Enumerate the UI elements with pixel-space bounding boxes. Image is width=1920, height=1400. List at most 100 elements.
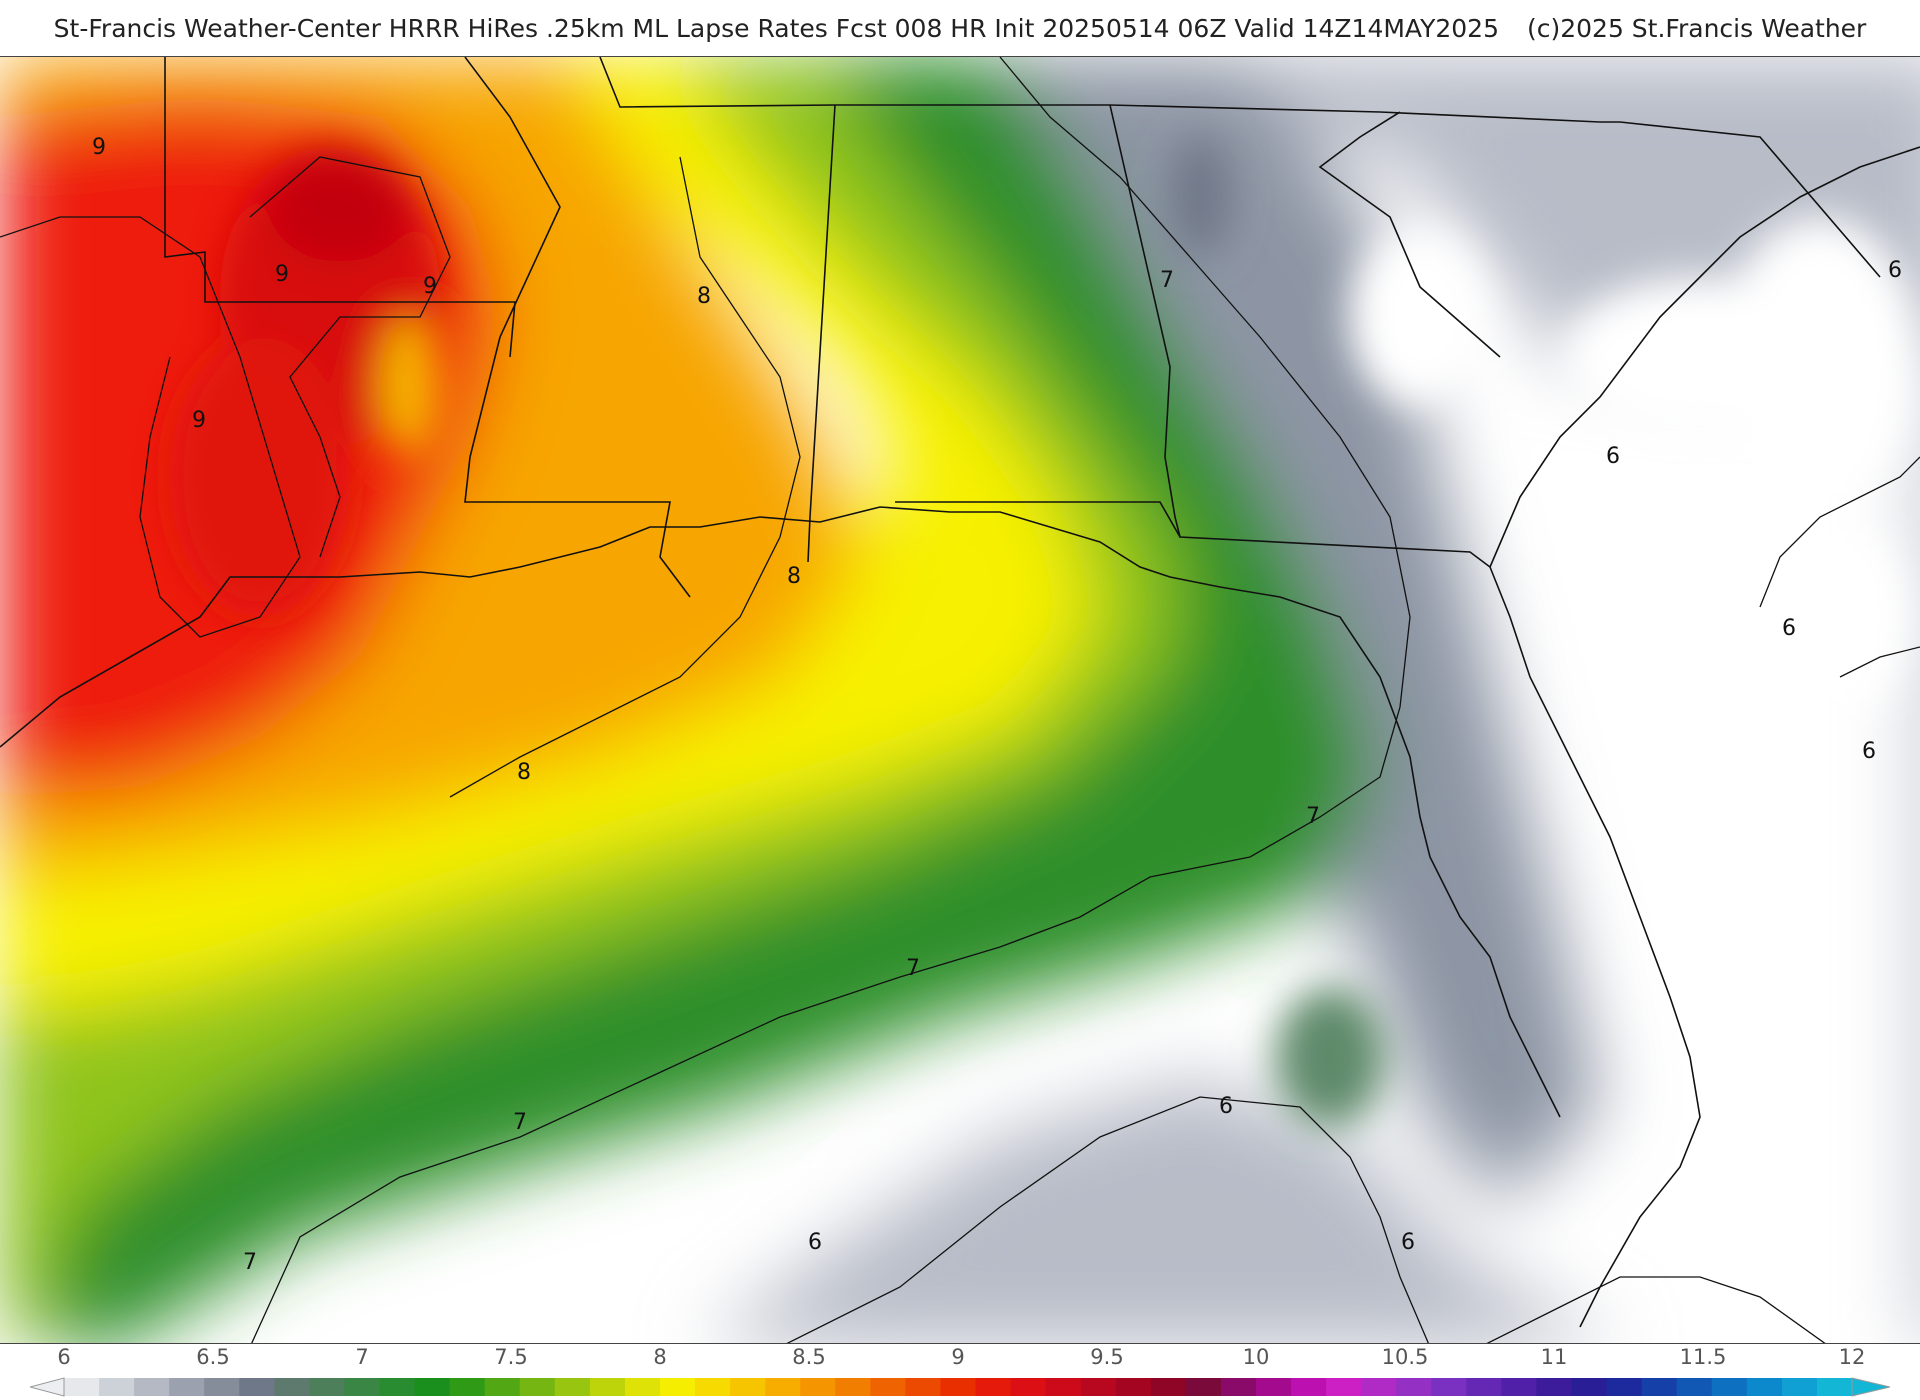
scale-tick: 8 xyxy=(653,1345,667,1369)
color-swatch xyxy=(1361,1378,1397,1396)
border-tn xyxy=(599,57,1601,123)
dark-gray-cell xyxy=(1170,137,1230,257)
color-swatch xyxy=(1466,1378,1503,1396)
map-title-bar: St-Francis Weather-Center HRRR HiRes .25… xyxy=(0,0,1920,56)
border-ok-tx xyxy=(164,57,516,358)
scale-tick: 9 xyxy=(951,1345,965,1369)
contour-6-gulf xyxy=(786,1096,1429,1343)
color-swatch xyxy=(624,1378,661,1396)
color-swatch xyxy=(519,1378,556,1396)
greenish-patch-florida xyxy=(1275,987,1385,1127)
scale-tick: 7 xyxy=(355,1345,369,1369)
color-swatch xyxy=(239,1378,275,1396)
color-swatch xyxy=(589,1378,626,1396)
border-nc-sc xyxy=(1600,121,1881,278)
border-ga-sc xyxy=(1318,111,1501,358)
color-swatch xyxy=(1536,1378,1573,1396)
contour-label: 7 xyxy=(1160,268,1174,293)
contour-7 xyxy=(251,57,1411,1343)
contour-label: 9 xyxy=(275,262,289,287)
map-canvas: 9 9 9 9 8 8 8 7 7 7 7 7 6 6 6 6 6 6 6 xyxy=(0,57,1920,1343)
red-core-south xyxy=(170,337,350,617)
color-swatch xyxy=(730,1378,766,1396)
color-swatch xyxy=(64,1378,100,1396)
contour-6-south xyxy=(1486,1276,1826,1343)
scale-tick: 12 xyxy=(1838,1345,1866,1369)
state-borders xyxy=(0,57,1920,1328)
color-swatch xyxy=(99,1378,135,1396)
red-core-max xyxy=(270,152,410,262)
contour-label: 7 xyxy=(1306,804,1320,829)
color-swatch xyxy=(1045,1378,1082,1396)
white-patch-atlantic-2 xyxy=(1790,527,1910,707)
color-swatch xyxy=(660,1378,696,1396)
contour-9 xyxy=(0,216,301,638)
contour-label: 7 xyxy=(513,1110,527,1135)
scale-tick: 11 xyxy=(1540,1345,1568,1369)
contour-label: 6 xyxy=(1219,1094,1233,1119)
border-ms-al xyxy=(807,104,836,563)
contour-label: 8 xyxy=(787,564,801,589)
color-swatch xyxy=(344,1378,381,1396)
color-swatch xyxy=(1431,1378,1467,1396)
map-title: St-Francis Weather-Center HRRR HiRes .25… xyxy=(53,13,1499,43)
gulf-coastline xyxy=(0,506,1561,1118)
scale-tick: 6 xyxy=(57,1345,71,1369)
color-swatch xyxy=(1256,1378,1292,1396)
color-swatch xyxy=(484,1378,521,1396)
color-swatch xyxy=(309,1378,346,1396)
color-swatch xyxy=(169,1378,205,1396)
color-swatch xyxy=(1641,1378,1678,1396)
contour-label: 6 xyxy=(1862,739,1876,764)
contour-label: 9 xyxy=(192,408,206,433)
contour-label: 7 xyxy=(906,956,920,981)
color-swatches xyxy=(64,1378,1853,1396)
color-swatch xyxy=(1606,1378,1643,1396)
contour-label: 6 xyxy=(1782,616,1796,641)
scale-tick: 7.5 xyxy=(494,1345,528,1369)
contour-8 xyxy=(449,156,801,798)
contour-label: 7 xyxy=(243,1250,257,1275)
border-al-fl xyxy=(895,501,1181,538)
zone-gray xyxy=(705,57,1920,1343)
contour-label: 6 xyxy=(808,1230,822,1255)
color-scale-ticks: 6 6.5 7 7.5 8 8.5 9 9.5 10 10.5 11 11.5 … xyxy=(30,1343,1890,1373)
contour-label: 6 xyxy=(1888,258,1902,283)
scale-arrow-high xyxy=(1851,1377,1890,1397)
scale-arrow-low xyxy=(30,1377,65,1397)
contour-6-atlantic-2 xyxy=(1839,646,1920,678)
color-swatch xyxy=(274,1378,311,1396)
contour-label: 6 xyxy=(1401,1230,1415,1255)
color-swatch xyxy=(1781,1378,1818,1396)
color-swatch xyxy=(1816,1378,1853,1396)
color-swatch xyxy=(1571,1378,1608,1396)
color-swatch xyxy=(800,1378,836,1396)
color-swatch xyxy=(765,1378,801,1396)
color-swatch xyxy=(1185,1378,1222,1396)
atlantic-coast xyxy=(1489,146,1920,568)
color-swatch xyxy=(1220,1378,1257,1396)
contour-label: 6 xyxy=(1606,444,1620,469)
lapse-rate-map: 9 9 9 9 8 8 8 7 7 7 7 7 6 6 6 6 6 6 6 xyxy=(0,56,1920,1344)
color-swatch xyxy=(1746,1378,1783,1396)
contour-9b xyxy=(249,156,451,558)
color-swatch xyxy=(1010,1378,1047,1396)
color-swatch xyxy=(975,1378,1012,1396)
color-scale-bar xyxy=(30,1377,1890,1397)
color-swatch xyxy=(1676,1378,1713,1396)
color-swatch xyxy=(554,1378,591,1396)
border-ar-la xyxy=(464,57,691,598)
color-swatch xyxy=(1080,1378,1117,1396)
border-al-ga xyxy=(1109,104,1491,568)
color-swatch xyxy=(1150,1378,1187,1396)
scale-tick: 9.5 xyxy=(1090,1345,1124,1369)
color-swatch xyxy=(835,1378,871,1396)
color-swatch xyxy=(1396,1378,1432,1396)
florida-atlantic-coast xyxy=(1489,566,1701,1328)
scale-tick: 10 xyxy=(1242,1345,1270,1369)
color-swatch xyxy=(905,1378,942,1396)
scale-tick: 10.5 xyxy=(1381,1345,1429,1369)
color-swatch xyxy=(1501,1378,1538,1396)
scale-tick: 8.5 xyxy=(792,1345,826,1369)
contour-label: 9 xyxy=(423,274,437,299)
